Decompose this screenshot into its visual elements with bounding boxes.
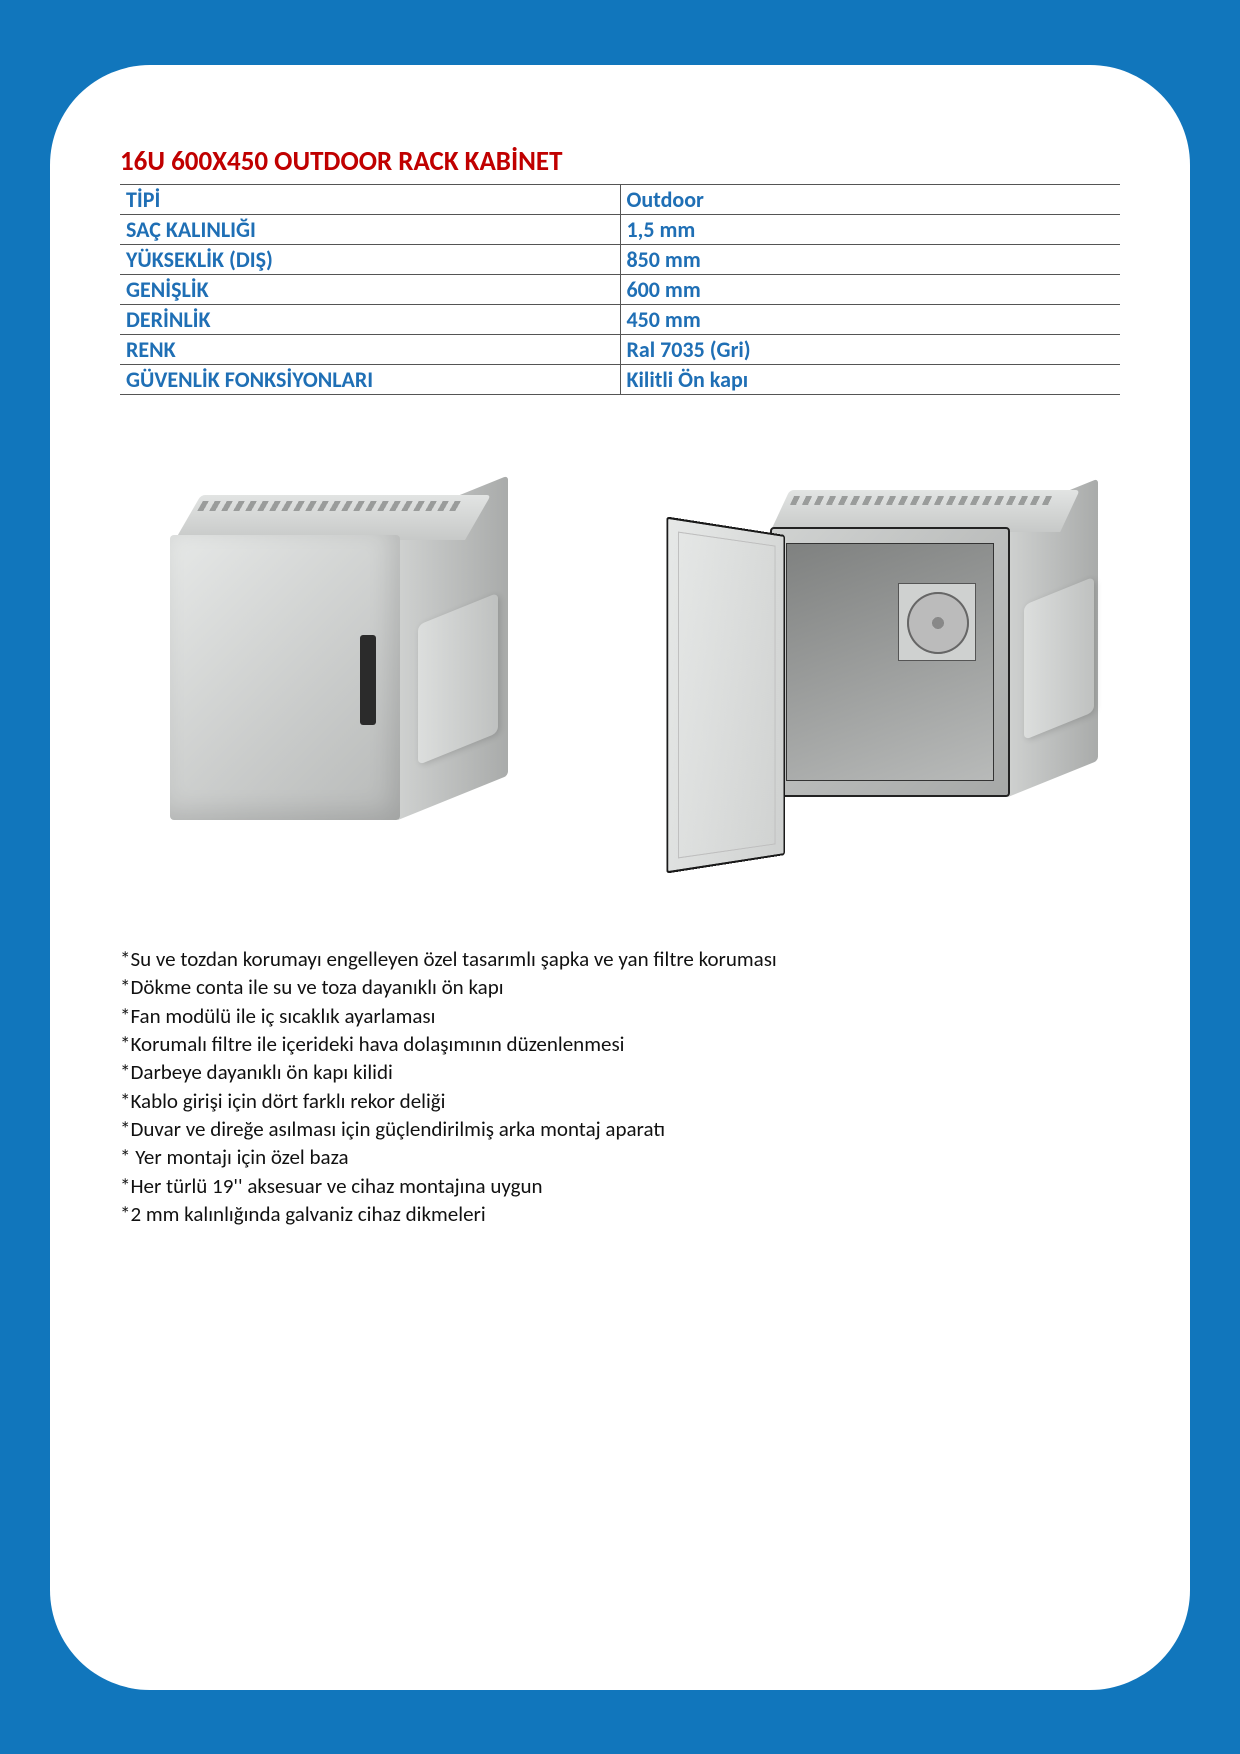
spec-label: DERİNLİK xyxy=(120,305,620,335)
spec-row: TİPİOutdoor xyxy=(120,185,1120,215)
spec-row: RENKRal 7035 (Gri) xyxy=(120,335,1120,365)
spec-value: Kilitli Ön kapı xyxy=(620,365,1120,395)
feature-line: *Her türlü 19'' aksesuar ve cihaz montaj… xyxy=(120,1172,1120,1200)
feature-line: *Darbeye dayanıklı ön kapı kilidi xyxy=(120,1058,1120,1086)
spec-label: GENİŞLİK xyxy=(120,275,620,305)
spec-value: 850 mm xyxy=(620,245,1120,275)
spec-value: 1,5 mm xyxy=(620,215,1120,245)
spec-label: SAÇ KALINLIĞI xyxy=(120,215,620,245)
feature-line: *Kablo girişi için dört farklı rekor del… xyxy=(120,1087,1120,1115)
spec-value: Outdoor xyxy=(620,185,1120,215)
spec-row: GENİŞLİK600 mm xyxy=(120,275,1120,305)
feature-line: *Su ve tozdan korumayı engelleyen özel t… xyxy=(120,945,1120,973)
spec-row: YÜKSEKLİK (DIŞ)850 mm xyxy=(120,245,1120,275)
product-images-row xyxy=(160,475,1120,875)
spec-table: TİPİOutdoorSAÇ KALINLIĞI1,5 mmYÜKSEKLİK … xyxy=(120,184,1120,395)
document-card: 16U 600X450 OUTDOOR RACK KABİNET TİPİOut… xyxy=(50,65,1190,1690)
feature-line: *2 mm kalınlığında galvaniz cihaz dikmel… xyxy=(120,1200,1120,1228)
spec-value: Ral 7035 (Gri) xyxy=(620,335,1120,365)
spec-row: DERİNLİK450 mm xyxy=(120,305,1120,335)
feature-line: *Fan modülü ile iç sıcaklık ayarlaması xyxy=(120,1002,1120,1030)
spec-value: 450 mm xyxy=(620,305,1120,335)
feature-line: *Dökme conta ile su ve toza dayanıklı ön… xyxy=(120,973,1120,1001)
spec-label: TİPİ xyxy=(120,185,620,215)
feature-line: *Duvar ve direğe asılması için güçlendir… xyxy=(120,1115,1120,1143)
product-title: 16U 600X450 OUTDOOR RACK KABİNET xyxy=(120,145,1120,178)
cabinet-open-illustration xyxy=(640,475,1110,875)
spec-value: 600 mm xyxy=(620,275,1120,305)
spec-label: RENK xyxy=(120,335,620,365)
feature-line: *Korumalı filtre ile içerideki hava dola… xyxy=(120,1030,1120,1058)
spec-row: SAÇ KALINLIĞI1,5 mm xyxy=(120,215,1120,245)
feature-line: * Yer montajı için özel baza xyxy=(120,1143,1120,1171)
spec-row: GÜVENLİK FONKSİYONLARIKilitli Ön kapı xyxy=(120,365,1120,395)
cabinet-closed-illustration xyxy=(160,475,530,855)
feature-list: *Su ve tozdan korumayı engelleyen özel t… xyxy=(120,945,1120,1228)
spec-label: YÜKSEKLİK (DIŞ) xyxy=(120,245,620,275)
spec-label: GÜVENLİK FONKSİYONLARI xyxy=(120,365,620,395)
